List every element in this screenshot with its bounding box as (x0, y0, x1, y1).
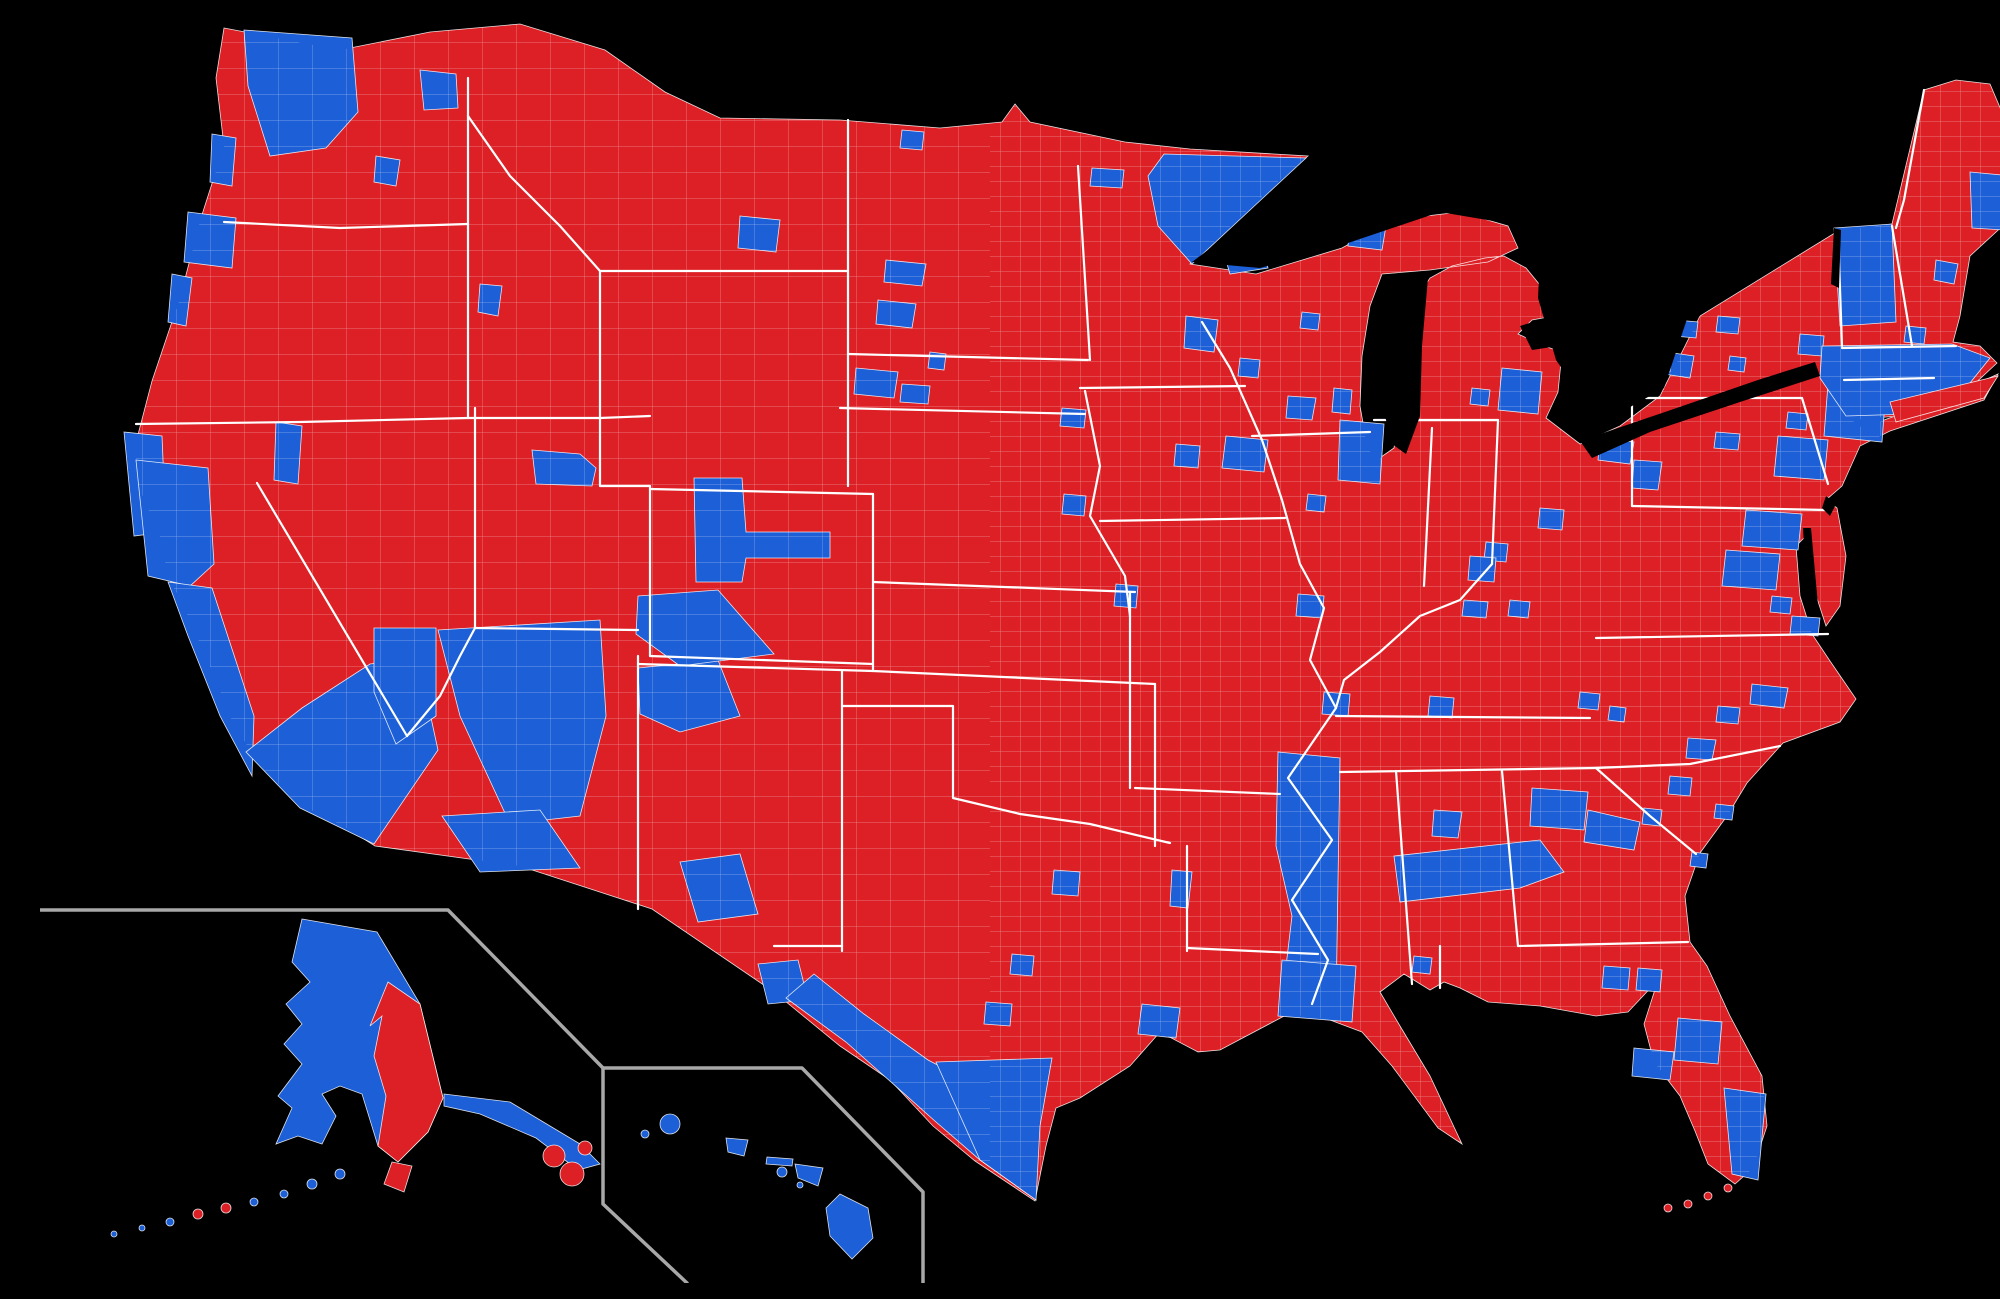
inset-border-hawaii-right (601, 1066, 925, 1283)
state-line-il-in (1422, 426, 1434, 588)
state-line-vt-nh (1890, 224, 1914, 348)
state-line-co-nm (648, 654, 875, 666)
hawaii-oahu (725, 1137, 749, 1157)
aleutian-9 (110, 1230, 118, 1238)
state-line-az-ut (473, 626, 640, 632)
hawaii-molokai (765, 1156, 794, 1167)
alaska-interior-red (369, 981, 444, 1163)
state-line-ga-fl (1516, 940, 1690, 948)
alaska-panhandle-red-2 (559, 1161, 585, 1187)
state-line-id-mt (466, 114, 602, 273)
state-line-ohio-river (1334, 562, 1494, 710)
florida-keys-3 (1683, 1199, 1693, 1209)
aleutian-1 (334, 1168, 346, 1180)
state-line-ia-ne (1083, 389, 1132, 618)
state-line-mn-ia (1078, 384, 1247, 390)
aleutian-4 (249, 1197, 259, 1207)
election-map-figure (40, 16, 2000, 1283)
alaska-panhandle-red-3 (577, 1140, 593, 1156)
state-line-pa-md (1630, 504, 1828, 512)
lake-champlain (1831, 228, 1841, 288)
state-line-mn-nd (1076, 164, 1092, 362)
state-line-ma-north (1840, 344, 1958, 350)
state-line-ct-ma (1842, 376, 1936, 382)
state-line-37n (636, 662, 1157, 686)
lake-superior (1192, 181, 1505, 268)
state-line-mo-ar (1133, 786, 1282, 796)
state-line-or-ca-nv (134, 416, 470, 426)
state-line-ky-tn (1334, 714, 1592, 720)
state-line-nc-sc (1594, 744, 1782, 770)
inset-border-hawaii-left (601, 1066, 689, 1283)
green-bay (1380, 278, 1396, 334)
state-line-nd-sd (846, 352, 1090, 362)
state-line-va-nc (1594, 632, 1830, 640)
hawaii-kahoolawe (796, 1181, 804, 1189)
saginaw-bay (1520, 316, 1558, 350)
florida-keys-1 (1723, 1183, 1733, 1193)
lake-ontario (1584, 268, 1700, 328)
state-line-ms-al (1394, 769, 1414, 986)
state-line-wa-or (222, 220, 470, 230)
map-layers (40, 23, 2000, 1283)
alaska-panhandle (443, 1093, 601, 1171)
state-line-nv-az (405, 626, 477, 738)
state-line-ia-mo (1098, 516, 1287, 523)
state-line-sd-ne (838, 406, 1087, 416)
aleutian-5 (220, 1202, 232, 1214)
aleutian-7 (165, 1217, 175, 1227)
aleutian-3 (279, 1189, 289, 1199)
chesapeake-bay (1803, 528, 1819, 616)
alaska-panhandle-red-1 (542, 1144, 566, 1168)
hawaii-niihau (640, 1129, 650, 1139)
state-line-me-nh (1894, 88, 1926, 230)
state-line-ga-sc (1594, 766, 1698, 856)
hawaii-big-island (825, 1193, 874, 1260)
state-line-mississippi-river (1200, 320, 1338, 1006)
inset-border-alaska (40, 908, 605, 1070)
hawaii-lanai (776, 1166, 788, 1178)
state-line-ok-panhandle (840, 704, 1172, 845)
state-line-wy-co (648, 487, 875, 496)
state-line-ca-nv (255, 481, 409, 738)
state-line-in-oh (1490, 418, 1500, 566)
state-line-ks-ne (871, 580, 1137, 594)
aleutian-2 (306, 1178, 318, 1190)
state-line-wi-il (1250, 430, 1372, 438)
florida-keys-2 (1703, 1191, 1713, 1201)
state-line-ar-la (1185, 946, 1320, 956)
state-line-tn-south (1338, 766, 1598, 774)
florida-keys-key-west (1663, 1203, 1673, 1213)
hawaii-maui (794, 1163, 824, 1187)
alaska-kodiak (383, 1161, 413, 1193)
state-line-ut-wy (598, 416, 652, 488)
aleutian-6 (192, 1208, 204, 1220)
state-line-al-ga (1500, 769, 1520, 948)
lake-erie (1580, 362, 1820, 458)
aleutian-8 (138, 1224, 146, 1232)
us-county-map (40, 23, 2000, 1283)
delaware-bay (1822, 496, 1836, 516)
hawaii-kauai (659, 1113, 681, 1135)
state-line-nj-pa (1800, 396, 1830, 486)
